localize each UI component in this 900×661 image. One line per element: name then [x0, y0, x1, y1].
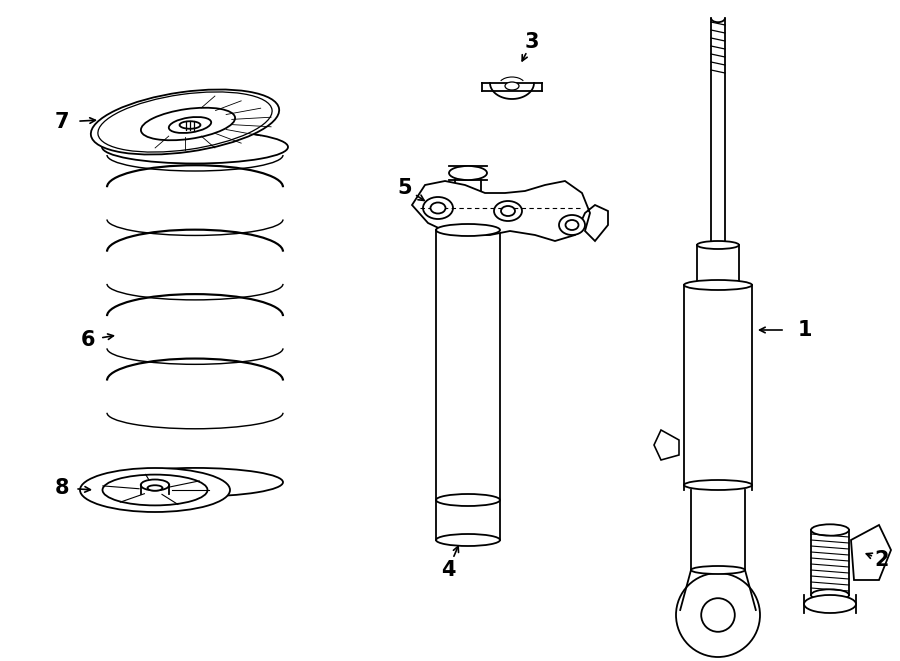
Ellipse shape: [430, 202, 446, 214]
Ellipse shape: [148, 485, 163, 490]
Ellipse shape: [565, 220, 579, 230]
Ellipse shape: [436, 534, 500, 546]
Ellipse shape: [697, 281, 739, 289]
Ellipse shape: [559, 215, 585, 235]
Polygon shape: [654, 430, 679, 460]
Text: 7: 7: [55, 112, 69, 132]
Ellipse shape: [505, 82, 519, 90]
Ellipse shape: [811, 590, 849, 601]
Polygon shape: [412, 181, 608, 241]
Ellipse shape: [436, 224, 500, 236]
Ellipse shape: [169, 117, 211, 133]
Ellipse shape: [436, 494, 500, 506]
Ellipse shape: [103, 475, 208, 506]
Ellipse shape: [804, 595, 856, 613]
Ellipse shape: [494, 201, 522, 221]
Ellipse shape: [180, 121, 201, 129]
Ellipse shape: [697, 241, 739, 249]
Ellipse shape: [141, 108, 235, 140]
Ellipse shape: [676, 573, 760, 657]
Ellipse shape: [449, 166, 487, 180]
Ellipse shape: [501, 206, 515, 216]
Text: 6: 6: [81, 330, 95, 350]
Ellipse shape: [91, 89, 279, 155]
Text: 2: 2: [875, 550, 889, 570]
Ellipse shape: [684, 480, 752, 490]
Ellipse shape: [107, 468, 283, 496]
Text: 1: 1: [797, 320, 812, 340]
Ellipse shape: [423, 197, 453, 219]
Ellipse shape: [80, 468, 230, 512]
Ellipse shape: [98, 92, 272, 152]
Ellipse shape: [140, 479, 169, 490]
Polygon shape: [851, 525, 891, 580]
Text: 3: 3: [525, 32, 539, 52]
Ellipse shape: [102, 130, 288, 163]
Text: 8: 8: [55, 478, 69, 498]
Text: 4: 4: [441, 560, 455, 580]
Ellipse shape: [684, 280, 752, 290]
Ellipse shape: [701, 598, 734, 632]
Ellipse shape: [691, 566, 745, 574]
Ellipse shape: [811, 524, 849, 535]
Text: 5: 5: [398, 178, 412, 198]
